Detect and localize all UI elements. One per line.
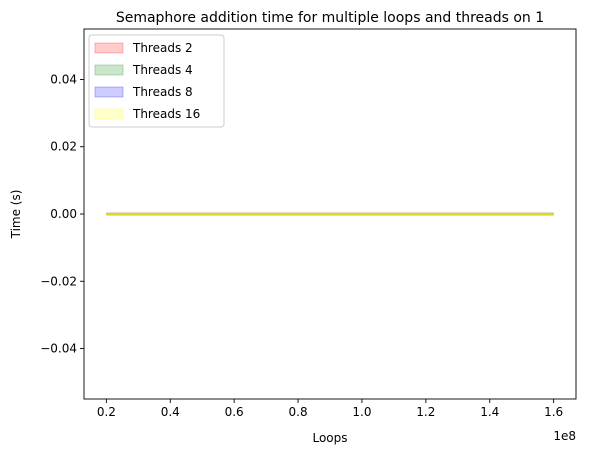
y-axis-label: Time (s) — [9, 190, 23, 240]
series-layer — [106, 213, 553, 216]
y-tick-label: 0.04 — [50, 72, 77, 86]
x-tick-label: 1.6 — [544, 405, 563, 419]
legend-swatch — [95, 43, 123, 53]
y-tick-label: −0.04 — [40, 342, 77, 356]
legend: Threads 2 Threads 4 Threads 8 Threads 16 — [89, 35, 224, 127]
y-tick-label: −0.02 — [40, 274, 77, 288]
x-axis-label: Loops — [312, 431, 347, 445]
x-tick-label: 0.4 — [161, 405, 180, 419]
x-tick-label: 1.4 — [480, 405, 499, 419]
chart-title: Semaphore addition time for multiple loo… — [116, 10, 544, 26]
legend-swatch — [95, 109, 123, 119]
y-tick-label: 0.00 — [50, 207, 77, 221]
x-tick-label: 0.8 — [289, 405, 308, 419]
legend-swatch — [95, 65, 123, 75]
x-tick-label: 0.2 — [97, 405, 116, 419]
y-tick-label: 0.02 — [50, 140, 77, 154]
legend-label: Threads 4 — [132, 63, 193, 77]
legend-label: Threads 8 — [132, 85, 193, 99]
legend-label: Threads 16 — [132, 107, 200, 121]
legend-label: Threads 2 — [132, 41, 193, 55]
x-tick-label: 1.0 — [352, 405, 371, 419]
legend-swatch — [95, 87, 123, 97]
x-tick-label: 1.2 — [416, 405, 435, 419]
x-axis-offset-label: 1e8 — [553, 429, 576, 443]
x-tick-label: 0.6 — [225, 405, 244, 419]
